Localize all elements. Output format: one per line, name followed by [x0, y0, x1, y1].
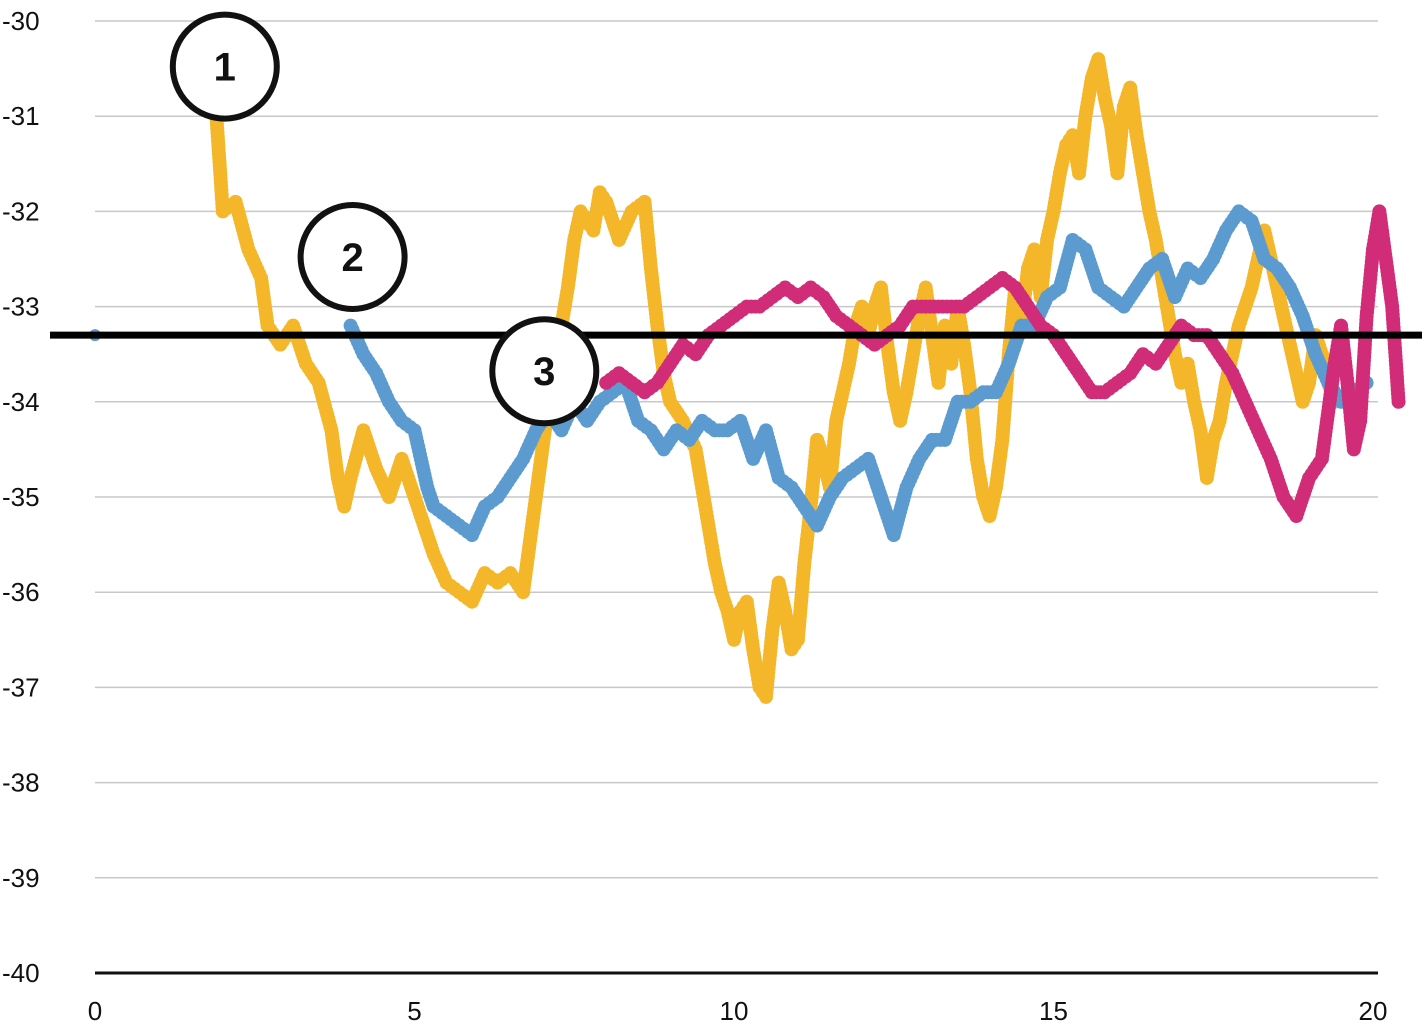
marker-circle: [169, 11, 280, 122]
y-tick-label: -38: [2, 768, 40, 798]
marker-circle: [489, 316, 600, 427]
y-tick-label: -30: [2, 6, 40, 36]
y-tick-label: -37: [2, 672, 40, 702]
x-tick-label: 10: [720, 996, 749, 1026]
y-tick-label: -39: [2, 863, 40, 893]
x-tick-label: 5: [407, 996, 421, 1026]
y-tick-label: -33: [2, 292, 40, 322]
y-tick-label: -40: [2, 958, 40, 988]
series-layer: [89, 52, 1406, 704]
series-3: [599, 204, 1406, 524]
y-tick-label: -32: [2, 196, 40, 226]
x-tick-label: 0: [88, 996, 102, 1026]
marker-label: 2: [341, 236, 363, 280]
marker-3: 3: [489, 316, 600, 427]
data-point: [1391, 394, 1406, 409]
marker-1: 1: [169, 11, 280, 122]
marker-label: 1: [214, 46, 236, 90]
y-axis-ticks: -30 -31 -32 -33 -34 -35 -36 -37 -38 -39 -40: [2, 6, 40, 988]
y-tick-label: -34: [2, 387, 40, 417]
marker-label: 3: [533, 350, 555, 394]
series-2: [343, 204, 1374, 543]
y-tick-label: -31: [2, 101, 40, 131]
marker-2: 2: [297, 202, 408, 312]
marker-circle: [297, 202, 408, 312]
gridlines: [95, 20, 1378, 975]
y-tick-label: -36: [2, 577, 40, 607]
x-tick-label: 15: [1039, 996, 1068, 1026]
y-tick-label: -35: [2, 482, 40, 512]
x-axis-ticks: 0 5 10 15 20: [88, 996, 1388, 1026]
markers-layer: 1 2 3: [169, 11, 600, 427]
x-tick-label: 20: [1359, 996, 1388, 1026]
